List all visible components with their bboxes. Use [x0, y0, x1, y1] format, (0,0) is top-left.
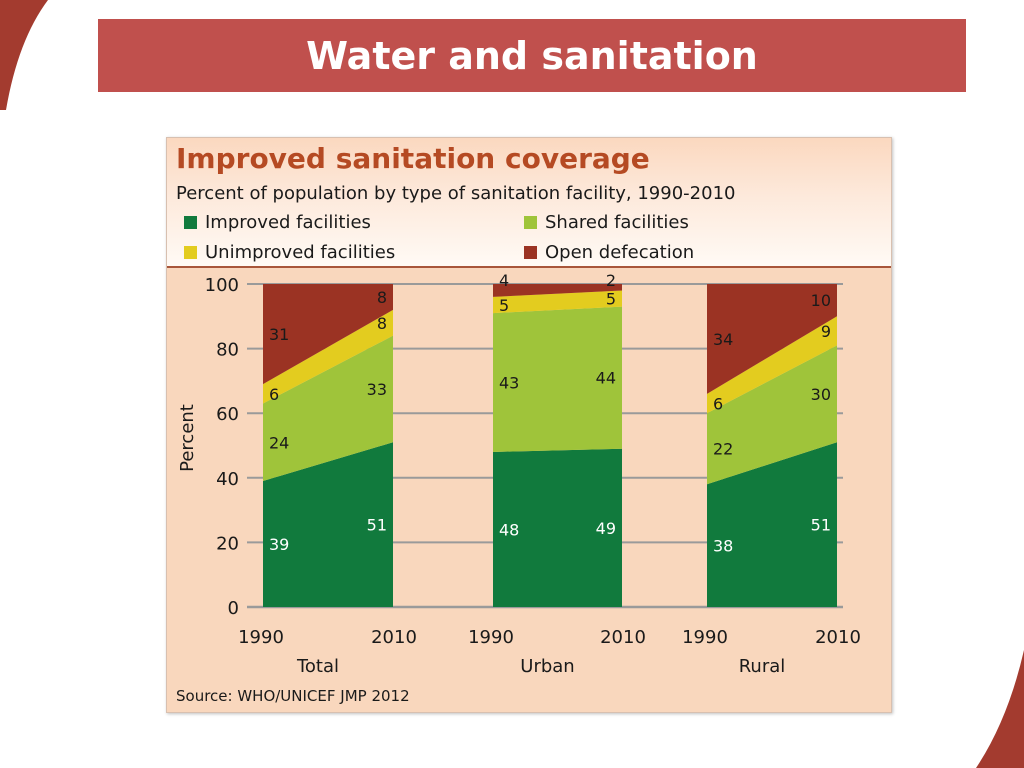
- data-label-total-2010-shared: 33: [367, 380, 387, 399]
- x-tick-label-total-2010: 2010: [371, 627, 417, 648]
- legend-label-shared: Shared facilities: [545, 212, 689, 233]
- data-label-total-2010-open-defecation: 8: [377, 288, 387, 307]
- area-urban-improved-facilities: [493, 448, 622, 607]
- area-rural-open-defecation: [707, 284, 837, 394]
- data-label-urban-1990-shared: 43: [499, 374, 519, 393]
- area-total-shared-facilities: [263, 335, 393, 482]
- legend-swatch-open-defecation: [524, 246, 537, 259]
- data-label-total-2010-unimproved: 8: [377, 314, 387, 333]
- data-label-rural-2010-shared: 30: [811, 385, 831, 404]
- area-urban-open-defecation: [493, 284, 622, 297]
- data-label-urban-2010-improved: 49: [596, 519, 616, 538]
- x-tick-label-rural-1990: 1990: [682, 627, 728, 648]
- data-label-total-1990-improved: 39: [269, 535, 289, 554]
- area-total-improved-facilities: [263, 442, 393, 607]
- legend-label-unimproved: Unimproved facilities: [205, 242, 396, 263]
- data-label-urban-2010-open-defecation: 2: [606, 271, 616, 290]
- area-total-open-defecation: [263, 284, 393, 385]
- x-tick-label-urban-1990: 1990: [468, 627, 514, 648]
- y-tick-label-80: 80: [216, 340, 239, 361]
- y-tick-label-0: 0: [228, 598, 239, 619]
- legend-item-improved: Improved facilities: [184, 212, 371, 233]
- data-label-urban-1990-improved: 48: [499, 520, 519, 539]
- area-rural-improved-facilities: [707, 442, 837, 607]
- y-tick-label-100: 100: [205, 275, 239, 296]
- legend-item-open-defecation: Open defecation: [524, 242, 694, 263]
- area-total-unimproved-facilities: [263, 309, 393, 404]
- data-label-urban-1990-open-defecation: 4: [499, 271, 509, 290]
- corner-swoosh-bottom-right: [976, 650, 1024, 768]
- data-label-rural-2010-unimproved: 9: [821, 322, 831, 341]
- area-urban-shared-facilities: [493, 306, 622, 452]
- legend-swatch-shared: [524, 216, 537, 229]
- slide-title-bar: Water and sanitation: [98, 19, 966, 92]
- data-label-urban-1990-unimproved: 5: [499, 296, 509, 315]
- data-label-rural-2010-improved: 51: [811, 516, 831, 535]
- legend-item-shared: Shared facilities: [524, 212, 689, 233]
- data-label-rural-2010-open-defecation: 10: [811, 291, 831, 310]
- y-axis-label: Percent: [177, 404, 198, 472]
- x-tick-label-total-1990: 1990: [238, 627, 284, 648]
- plot-area: 3924631513388484354494452382263451309100…: [177, 271, 861, 677]
- data-label-total-1990-shared: 24: [269, 433, 289, 452]
- area-urban-unimproved-facilities: [493, 290, 622, 314]
- corner-swoosh-top-left: [0, 0, 48, 110]
- legend-item-unimproved: Unimproved facilities: [184, 242, 395, 263]
- data-label-urban-2010-unimproved: 5: [606, 290, 616, 309]
- y-tick-label-60: 60: [216, 404, 239, 425]
- data-label-rural-1990-shared: 22: [713, 440, 733, 459]
- data-label-total-1990-open-defecation: 31: [269, 325, 289, 344]
- legend-swatch-improved: [184, 216, 197, 229]
- chart-header: Improved sanitation coverage Percent of …: [167, 138, 891, 268]
- chart-source: Source: WHO/UNICEF JMP 2012: [176, 687, 410, 705]
- data-label-urban-2010-shared: 44: [596, 369, 616, 388]
- data-label-total-2010-improved: 51: [367, 516, 387, 535]
- x-tick-label-urban-2010: 2010: [600, 627, 646, 648]
- data-label-rural-1990-open-defecation: 34: [713, 330, 733, 349]
- area-rural-shared-facilities: [707, 345, 837, 485]
- area-rural-unimproved-facilities: [707, 316, 837, 414]
- legend-swatch-unimproved: [184, 246, 197, 259]
- chart-panel: Improved sanitation coverage Percent of …: [166, 137, 892, 713]
- data-label-rural-1990-improved: 38: [713, 537, 733, 556]
- slide-title: Water and sanitation: [306, 33, 758, 78]
- y-tick-label-40: 40: [216, 469, 239, 490]
- data-label-rural-1990-unimproved: 6: [713, 395, 723, 414]
- chart-title: Improved sanitation coverage: [176, 142, 650, 175]
- legend-label-open-defecation: Open defecation: [545, 242, 695, 263]
- chart-subtitle: Percent of population by type of sanitat…: [176, 183, 736, 204]
- x-tick-label-rural-2010: 2010: [815, 627, 861, 648]
- group-label-total: Total: [296, 656, 339, 677]
- group-label-urban: Urban: [520, 656, 574, 677]
- y-tick-label-20: 20: [216, 533, 239, 554]
- legend-label-improved: Improved facilities: [205, 212, 371, 233]
- data-label-total-1990-unimproved: 6: [269, 385, 279, 404]
- group-label-rural: Rural: [739, 656, 786, 677]
